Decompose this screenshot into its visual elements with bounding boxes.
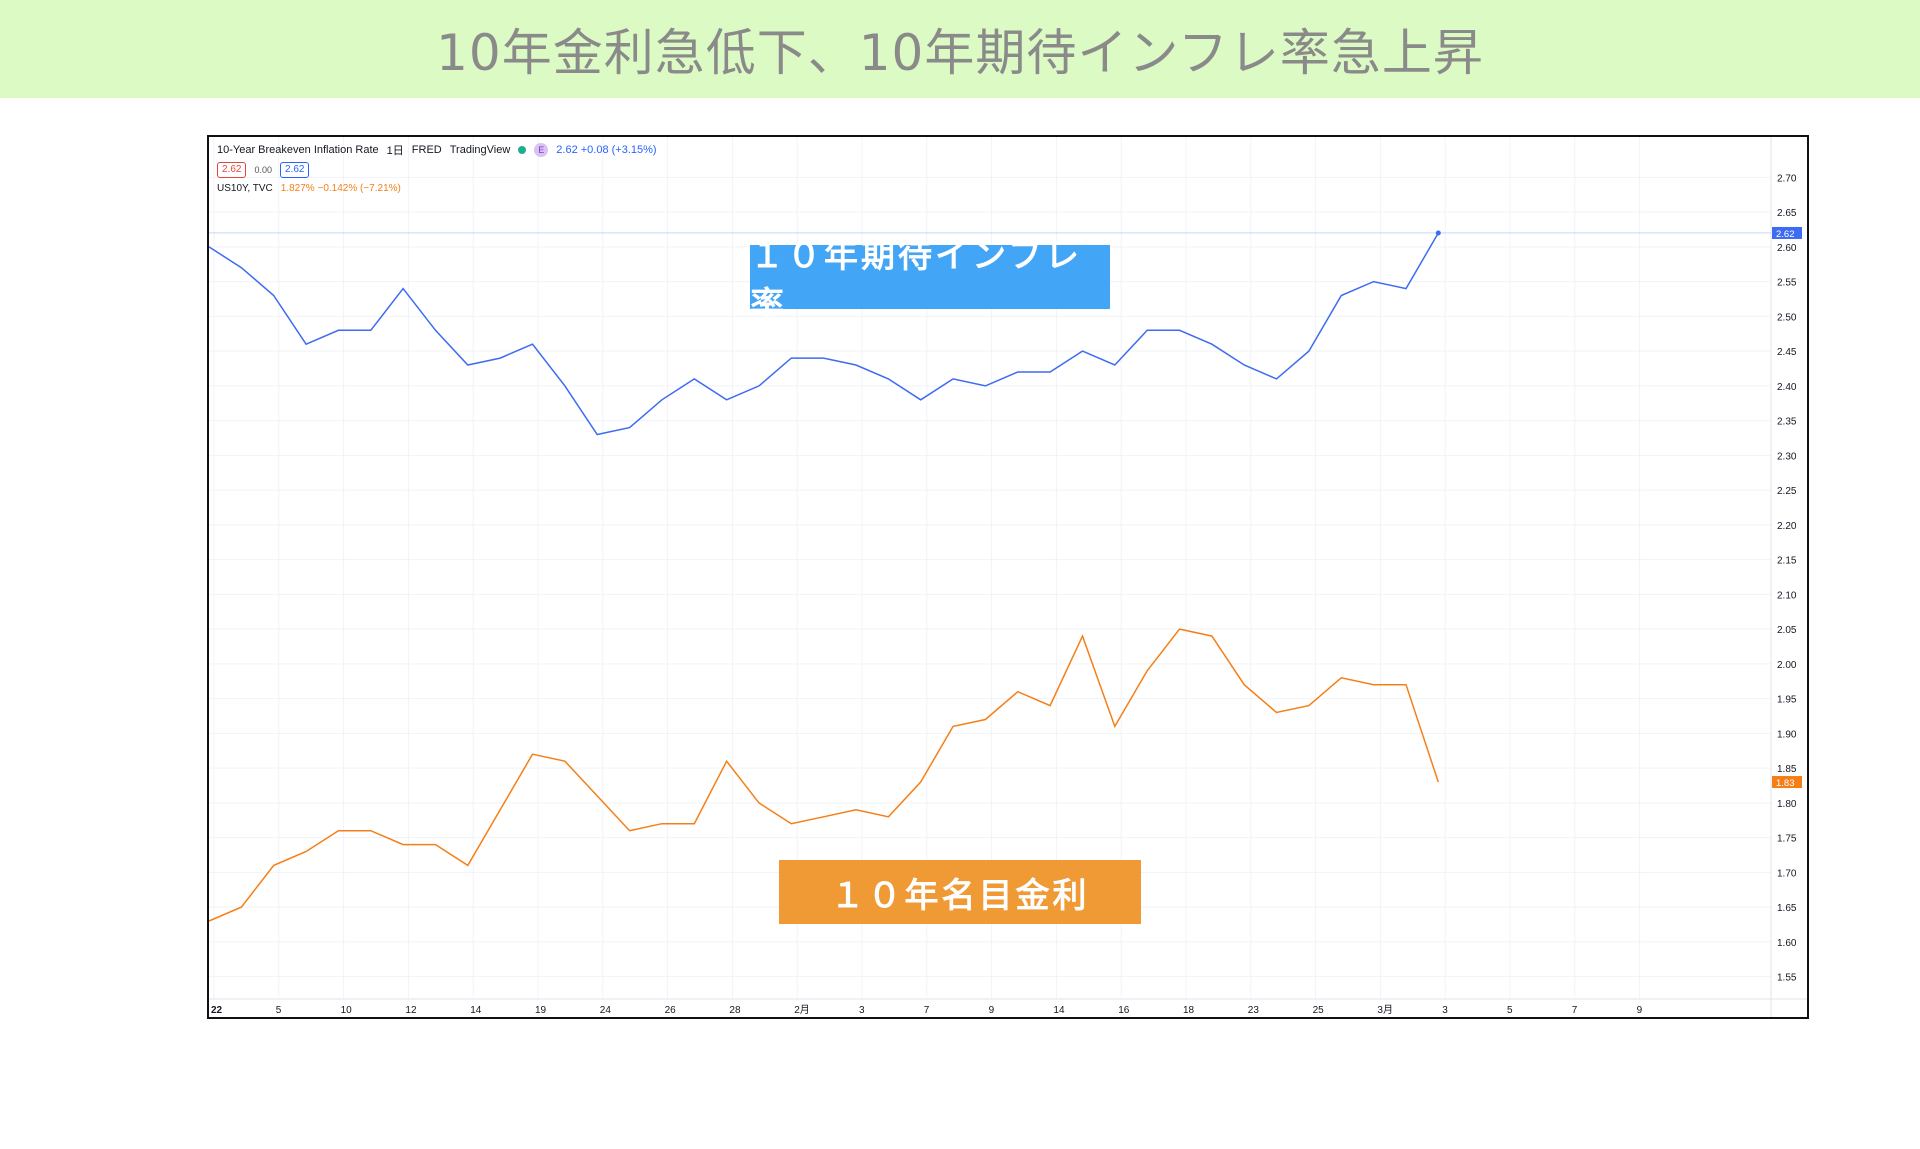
breakeven-endpoint-dot (1435, 230, 1441, 236)
last-value-tag (1772, 226, 1802, 239)
last-value-label: 1.83 (1776, 778, 1795, 789)
y-tick-label: 2.45 (1777, 347, 1797, 358)
y-tick-label: 1.95 (1777, 695, 1797, 706)
y-tick-label: 2.55 (1777, 278, 1797, 289)
x-tick-label: 10 (341, 1005, 353, 1016)
nominal-callout: １０年名目金利 (779, 860, 1141, 924)
nominal-series-line (209, 628, 1440, 922)
y-tick-label: 2.05 (1777, 625, 1797, 636)
x-tick-label: 9 (989, 1005, 995, 1016)
chart-svg: 2.70 2.65 2.60 2.55 2.50 2.45 2.40 2.35 2.30 2.25… (209, 137, 1807, 1017)
series1-title[interactable]: 10-Year Breakeven Inflation Rate (217, 144, 379, 156)
interval-label: 1日 (386, 145, 404, 157)
legend-row-2: 2.62 0.00 2.62 (217, 162, 310, 178)
y-tick-label: 2.70 (1777, 173, 1797, 184)
events-badge-icon[interactable]: E (534, 143, 549, 157)
source-label: FRED (411, 144, 442, 156)
x-tick-label: 3月 (1377, 1004, 1393, 1016)
x-tick-label: 14 (470, 1005, 482, 1016)
spread-value: 0.00 (254, 165, 272, 175)
y-tick-label: 1.65 (1777, 903, 1797, 914)
ask-box[interactable]: 2.62 (280, 162, 310, 178)
x-tick-label: 16 (1118, 1005, 1130, 1016)
x-tick-label: 14 (1053, 1005, 1065, 1016)
series2-title[interactable]: US10Y, TVC (217, 183, 273, 194)
bid-box[interactable]: 2.62 (217, 162, 247, 178)
x-tick-label: 22 (211, 1005, 223, 1016)
legend-row-3: US10Y, TVC 1.827% −0.142% (−7.21%) (217, 183, 401, 194)
y-tick-label: 2.40 (1777, 382, 1797, 393)
y-tick-label: 2.10 (1777, 590, 1797, 601)
x-tick-label: 24 (600, 1005, 612, 1016)
y-tick-label: 1.60 (1777, 938, 1797, 949)
provider-label: TradingView (449, 144, 511, 156)
y-tick-label: 1.90 (1777, 729, 1797, 740)
y-tick-label: 2.20 (1777, 521, 1797, 532)
last-value-tag (1772, 776, 1802, 789)
last-value-label: 2.62 (1776, 229, 1795, 240)
title-banner: 10年金利急低下、10年期待インフレ率急上昇 (0, 0, 1920, 98)
y-tick-label: 1.70 (1777, 868, 1797, 879)
x-tick-label: 23 (1248, 1005, 1260, 1016)
series1-change: 2.62 +0.08 (+3.15%) (556, 144, 657, 156)
y-tick-label: 1.80 (1777, 799, 1797, 810)
y-tick-label: 2.30 (1777, 451, 1797, 462)
series2-change: 1.827% −0.142% (−7.21%) (280, 183, 401, 194)
x-tick-label: 19 (535, 1005, 547, 1016)
x-tick-label: 2月 (794, 1004, 810, 1016)
y-tick-label: 2.60 (1777, 243, 1797, 254)
x-tick-label: 12 (405, 1005, 417, 1016)
status-dot-icon (518, 146, 527, 154)
x-tick-label: 7 (924, 1005, 930, 1016)
breakeven-series-line (209, 232, 1439, 436)
x-tick-label: 5 (1507, 1005, 1513, 1016)
y-tick-label: 2.50 (1777, 312, 1797, 323)
x-tick-label: 25 (1313, 1005, 1325, 1016)
page-title: 10年金利急低下、10年期待インフレ率急上昇 (436, 24, 1484, 82)
y-tick-label: 2.25 (1777, 486, 1797, 497)
y-tick-label: 2.00 (1777, 660, 1797, 671)
breakeven-callout: １０年期待インフレ率 (750, 236, 1110, 325)
x-tick-label: 26 (665, 1005, 677, 1016)
y-tick-label: 1.85 (1777, 764, 1797, 775)
y-tick-label: 2.15 (1777, 556, 1797, 567)
x-tick-label: 18 (1183, 1005, 1195, 1016)
y-tick-label: 2.65 (1777, 208, 1797, 219)
y-tick-label: 1.55 (1777, 973, 1797, 984)
x-tick-label: 28 (729, 1005, 741, 1016)
x-tick-label: 3 (859, 1005, 865, 1016)
y-tick-label: 2.35 (1777, 417, 1797, 428)
y-tick-label: 1.75 (1777, 834, 1797, 845)
x-tick-label: 5 (276, 1005, 282, 1016)
x-tick-label: 3 (1442, 1005, 1448, 1016)
x-tick-label: 9 (1637, 1005, 1643, 1016)
x-tick-label: 7 (1572, 1005, 1578, 1016)
legend-row-1: 10-Year Breakeven Inflation Rate 1日 FRED… (217, 142, 657, 158)
